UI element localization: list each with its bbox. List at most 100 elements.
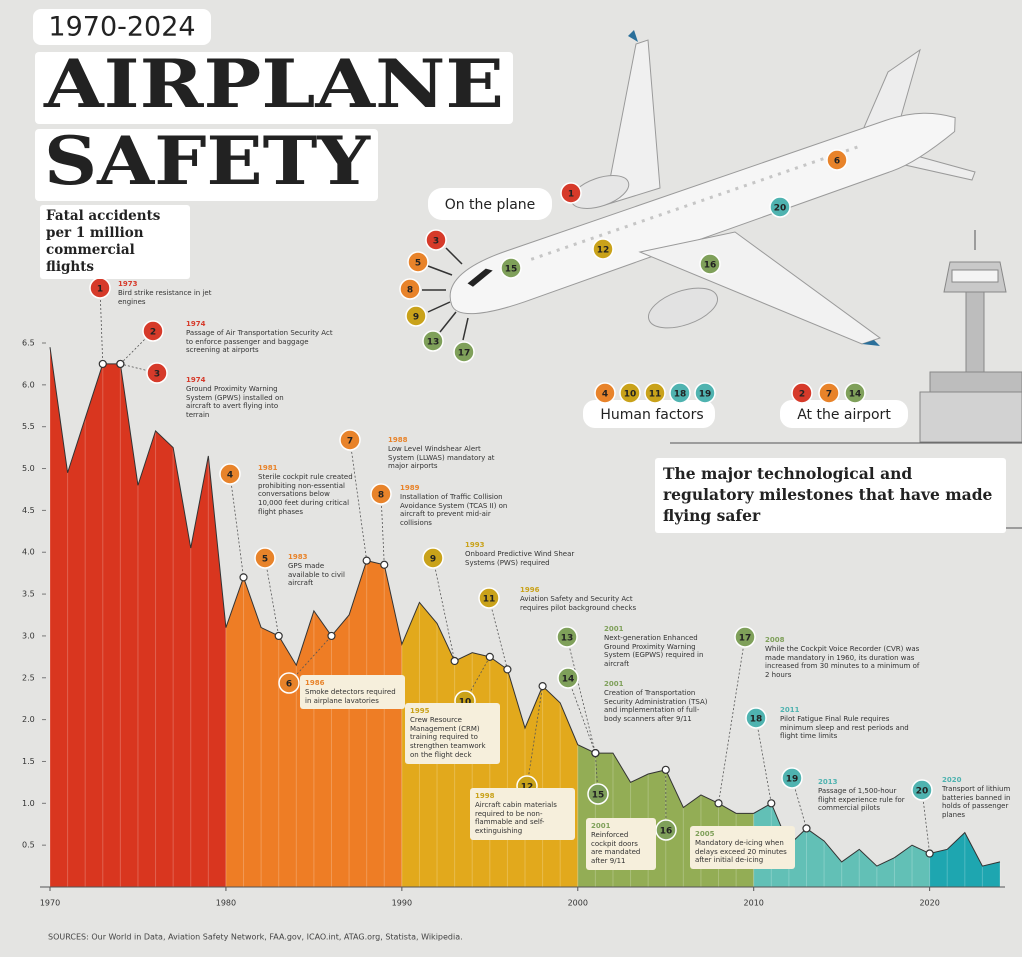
milestone-year: 1973	[118, 280, 138, 288]
milestone-number: 19	[786, 775, 799, 785]
milestone-year: 1998	[475, 792, 495, 800]
milestone-dot	[714, 799, 723, 808]
milestone-number: 17	[739, 634, 752, 644]
milestone-number: 6	[286, 680, 292, 690]
milestone-number: 3	[154, 370, 160, 380]
group-badge	[399, 278, 421, 300]
milestone-badge	[734, 626, 756, 648]
milestone-year: 1988	[388, 436, 408, 444]
y-tick-label: 4.5	[22, 506, 35, 515]
milestone-leader	[488, 597, 508, 670]
tower-shaft	[965, 291, 985, 373]
group-badge	[818, 382, 840, 404]
title-pill	[35, 129, 378, 201]
y-tick-label: 0.5	[22, 841, 35, 850]
milestone-number: 7	[347, 437, 353, 447]
milestone-dot	[538, 682, 547, 691]
milestone-number: 18	[750, 715, 763, 725]
milestone-dot	[116, 359, 125, 369]
group-number: 2	[799, 390, 805, 400]
milestone-note: 1983 GPS made available to civil aircraft	[288, 553, 348, 588]
milestone-dot	[591, 748, 600, 758]
group-badge	[453, 341, 475, 363]
group-label: On the plane	[445, 197, 536, 213]
milestone-dot	[503, 665, 512, 674]
nose-pointers	[422, 247, 469, 341]
group-label: Human factors	[600, 407, 703, 423]
milestone-note: 1973 Bird strike resistance in jet engine…	[118, 280, 213, 306]
group-number: 11	[649, 390, 662, 400]
tower-base	[929, 371, 1022, 393]
terminal	[919, 391, 1022, 443]
milestone-number: 2	[150, 328, 156, 338]
milestone-text: Installation of Traffic Collision Avoida…	[400, 492, 508, 527]
milestone-number: 16	[660, 827, 673, 837]
milestone-number: 11	[483, 595, 496, 605]
milestone-text: Aircraft cabin materials required to be …	[475, 800, 557, 835]
milestone-leader	[432, 557, 456, 662]
group-number: 15	[505, 265, 518, 275]
milestone-leader	[921, 789, 931, 854]
group-number: 4	[602, 390, 608, 400]
milestone-leader	[594, 753, 599, 795]
milestone-text: Sterile cockpit rule created prohibiting…	[258, 472, 353, 516]
milestone-year: 1989	[400, 484, 420, 492]
group-number: 9	[413, 313, 419, 323]
x-tick-label: 1980	[216, 899, 236, 908]
milestone-text: Crew Resource Management (CRM) training …	[410, 715, 486, 759]
label-pill	[428, 188, 552, 220]
milestone-badge	[146, 362, 168, 384]
milestone-number: 8	[378, 491, 384, 501]
group-number: 20	[774, 204, 787, 214]
group-number: 18	[674, 390, 687, 400]
milestone-badge	[370, 483, 392, 505]
group-badge	[694, 382, 716, 404]
milestone-note: 1996 Aviation Safety and Security Act req…	[520, 586, 655, 612]
area-outline	[49, 347, 1001, 867]
milestone-dot	[485, 652, 494, 661]
title-line: SAFETY	[44, 122, 371, 200]
milestone-year: 1974	[186, 320, 206, 328]
milestone-leader	[567, 677, 596, 754]
milestone-leader	[755, 717, 772, 804]
milestone-year: 2011	[780, 706, 800, 714]
y-tick-label: 2.5	[22, 673, 35, 682]
milestone-text: Smoke detectors required in airplane lav…	[305, 687, 396, 705]
y-tick-label: 5.5	[22, 422, 35, 431]
group-number: 1	[568, 190, 574, 200]
milestone-text: Passage of 1,500-hour flight experience …	[818, 786, 905, 813]
group-badge	[425, 229, 447, 251]
group-number: 13	[427, 338, 440, 348]
milestone-text: Low Level Windshear Alert System (LLWAS)…	[388, 444, 495, 471]
milestone-text: Ground Proximity Warning System (GPWS) i…	[186, 384, 284, 419]
area-segment	[225, 560, 402, 887]
x-tick-label: 2000	[568, 899, 588, 908]
milestone-year: 1983	[288, 553, 308, 561]
winglet	[628, 30, 638, 42]
milestone-badge	[422, 547, 444, 569]
milestone-note: 2013 Passage of 1,500-hour flight experie…	[818, 778, 913, 813]
group-number: 7	[826, 390, 832, 400]
milestone-dot	[362, 556, 371, 565]
milestone-badge	[142, 320, 164, 342]
area-segment	[929, 832, 1000, 887]
milestone-text: Pilot Fatigue Final Rule requires minimu…	[780, 714, 909, 741]
milestone-dot	[802, 824, 811, 833]
milestone-note: 2001 Creation of Transportation Security …	[604, 680, 714, 724]
milestone-number: 5	[262, 555, 268, 565]
milestone-text: Reinforced cockpit doors are mandated af…	[591, 830, 641, 865]
pointer	[462, 317, 469, 341]
cockpit-window	[467, 268, 493, 287]
pointer	[427, 301, 451, 313]
milestone-year: 2005	[695, 830, 715, 838]
group-badge	[422, 330, 444, 352]
y-tick-label: 6.5	[22, 339, 35, 348]
period: 1970-2024	[48, 12, 195, 43]
group-badge	[500, 257, 522, 279]
sources: SOURCES: Our World in Data, Aviation Saf…	[48, 933, 463, 942]
group-badge	[407, 251, 429, 273]
group-badge	[826, 149, 848, 171]
x-tick-label: 1970	[40, 899, 60, 908]
milestone-note: 1981 Sterile cockpit rule created prohibi…	[258, 464, 353, 517]
group-badge	[644, 382, 666, 404]
